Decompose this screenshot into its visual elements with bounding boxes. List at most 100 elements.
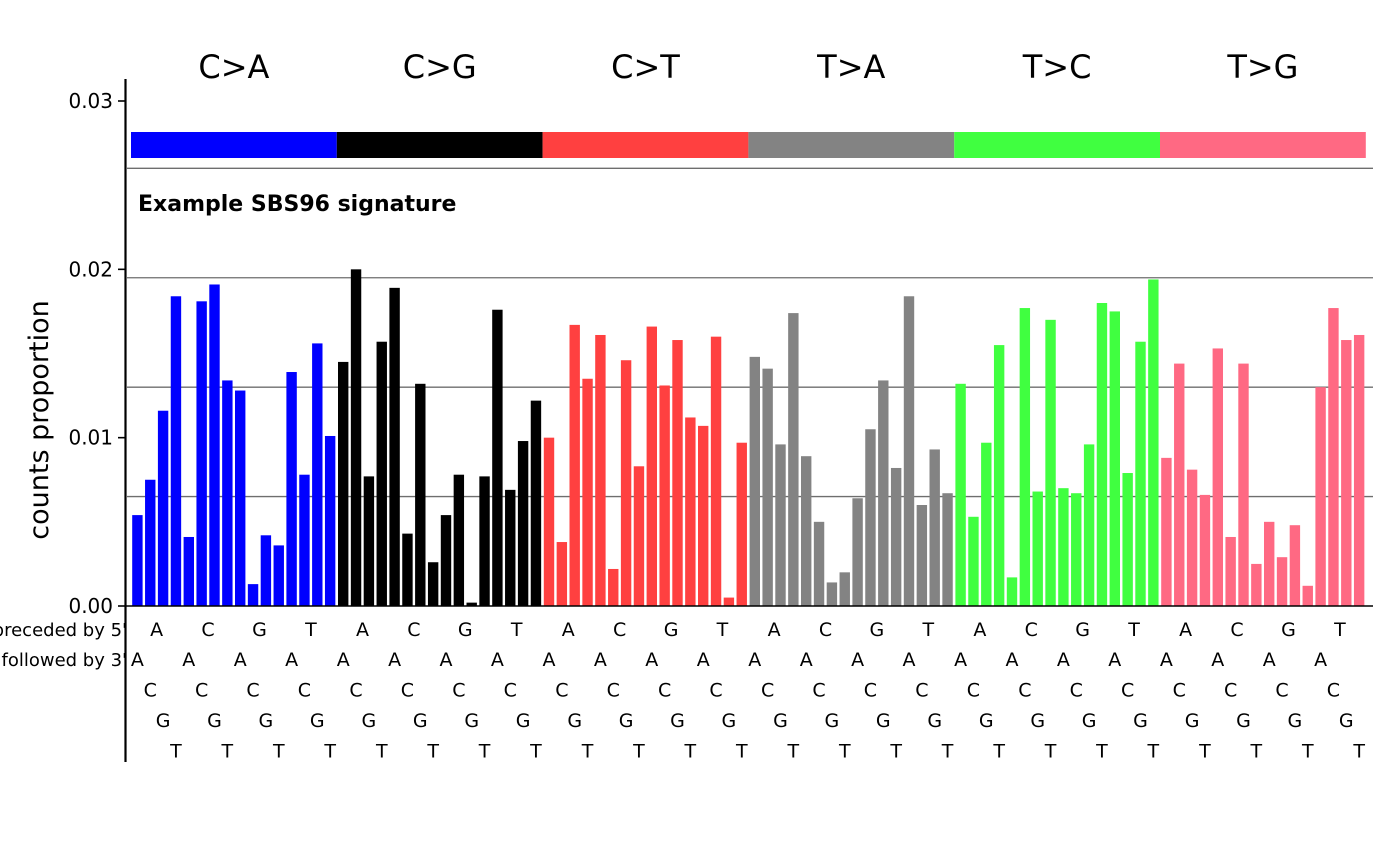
bar [157,410,169,606]
followed-base-label: T [581,741,594,763]
bar [338,361,349,606]
class-label: C>T [611,48,680,86]
followed-base-label: A [1057,649,1070,671]
bar [620,360,632,606]
followed-base-label: T [632,741,645,763]
followed-base-label: G [1030,710,1045,732]
followed-base-label: C [298,680,311,702]
preceded-base-label: C [1230,619,1243,641]
bar [801,456,812,606]
followed-base-label: T [169,741,182,763]
followed-base-label: A [1211,649,1224,671]
followed-base-label: T [375,741,388,763]
bar [1302,585,1313,606]
followed-base-label: C [1070,680,1083,702]
bar [466,602,477,606]
bar [852,498,863,606]
class-band [954,132,1160,158]
followed-base-label: C [195,680,208,702]
followed-base-label: G [310,710,325,732]
followed-base-label: C [1121,680,1134,702]
followed-base-label: A [1108,649,1121,671]
bar [993,345,1005,606]
preceded-base-label: A [150,619,163,641]
bar [1071,493,1082,606]
bar [916,505,928,606]
followed-base-label: G [773,710,788,732]
bar [1083,444,1095,606]
bar [479,476,490,606]
followed-base-label: A [491,649,504,671]
bar [865,429,876,606]
bar [415,383,426,606]
followed-base-label: T [1095,741,1108,763]
bar [698,425,709,606]
followed-base-label: G [516,710,531,732]
followed-base-label: G [207,710,222,732]
preceded-base-label: T [304,619,317,641]
followed-base-label: T [1352,741,1365,763]
followed-base-label: T [1044,741,1057,763]
bar [1199,494,1211,606]
bar [929,449,940,606]
bar [1019,308,1031,606]
followed-base-label: T [735,741,748,763]
bar [672,340,683,606]
followed-base-label: T [838,741,851,763]
bar [1315,387,1326,606]
y-tick-label: 0.03 [68,89,113,113]
followed-base-label: G [1082,710,1097,732]
bar [813,521,825,606]
bar [170,296,182,606]
preceded-base-label: G [458,619,473,641]
bar [505,489,516,606]
bar [1006,577,1018,606]
bar [749,356,760,606]
bar [723,597,735,606]
followed-base-label: A [182,649,195,671]
followed-base-label: A [697,649,710,671]
bar [402,533,413,606]
bar [286,372,297,606]
followed-base-label: G [619,710,634,732]
followed-base-label: T [1250,741,1263,763]
followed-base-label: A [1006,649,1019,671]
bar [710,336,722,606]
bar [826,582,838,606]
bar [1225,536,1236,606]
followed-base-label: C [1275,680,1288,702]
preceded-base-label: G [1075,619,1090,641]
followed-base-label: T [1198,741,1211,763]
followed-base-label: A [800,649,813,671]
bar [247,584,259,606]
bar [312,343,323,606]
followed-base-label: A [594,649,607,671]
followed-base-label: G [825,710,840,732]
followed-base-label: G [567,710,582,732]
followed-base-label: C [967,680,980,702]
bar [350,269,362,606]
preceded-base-label: C [407,619,420,641]
bar [646,326,657,606]
bar [659,385,670,606]
bar [492,309,503,606]
followed-base-label: A [440,649,453,671]
bar [1289,525,1301,606]
followed-base-label: C [915,680,928,702]
class-band [542,132,749,158]
followed-base-label: C [144,680,157,702]
followed-base-label: T [272,741,285,763]
mutation-class-bands: C>A C>G C>T T>A T>C T>G [131,48,1366,158]
bar [1135,341,1146,606]
class-label: C>A [198,48,269,86]
preceded-base-label: C [613,619,626,641]
bar [569,324,580,606]
followed-base-label: A [1314,649,1327,671]
preceded-base-label: C [819,619,832,641]
y-tick-label: 0.02 [68,257,113,281]
bar [260,535,272,606]
followed-base-label: T [478,741,491,763]
preceded-base-label: T [716,619,729,641]
y-axis-title: counts proportion [24,300,55,539]
bar [981,442,992,606]
